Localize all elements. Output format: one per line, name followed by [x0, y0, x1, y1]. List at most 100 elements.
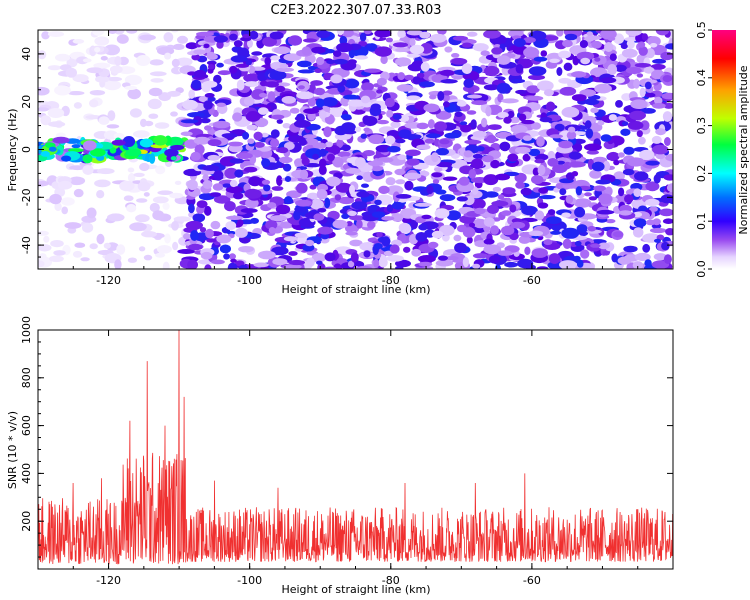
heatmap-cell: [125, 148, 142, 157]
heatmap-cell: [492, 186, 502, 192]
heatmap-cell: [127, 257, 137, 263]
heatmap-cell: [664, 137, 671, 146]
heatmap-cell: [270, 55, 280, 61]
heatmap-cell: [385, 135, 396, 145]
heatmap-cell: [282, 123, 291, 129]
heatmap-cell: [135, 214, 150, 223]
heatmap-cell: [626, 39, 635, 49]
heatmap-cell: [427, 119, 435, 129]
heatmap-cell: [228, 253, 236, 260]
heatmap-cell: [309, 184, 317, 190]
heatmap-cell: [589, 169, 602, 179]
heatmap-cell: [180, 119, 199, 124]
heatmap-cell: [594, 57, 601, 62]
heatmap-cell: [333, 263, 342, 269]
heatmap-cell: [463, 78, 475, 89]
heatmap-cell: [212, 183, 224, 191]
heatmap-cell: [234, 169, 244, 178]
heatmap-cell: [200, 117, 211, 124]
heatmap-cell: [170, 144, 185, 151]
colorbar-tick-label: 0.5: [695, 21, 708, 39]
heatmap-cell: [526, 85, 540, 94]
heatmap-cell: [141, 231, 157, 238]
snr-y-tick-label: 400: [20, 463, 33, 484]
heatmap-cell: [312, 142, 327, 149]
heatmap-cell: [69, 165, 86, 171]
heatmap-cell: [190, 151, 201, 161]
heatmap-cell: [497, 111, 509, 119]
heatmap-cell: [374, 199, 382, 206]
heatmap-cell: [277, 147, 289, 154]
heatmap-cell: [538, 195, 556, 200]
heatmap-cell: [222, 183, 232, 188]
heatmap-cell: [496, 55, 511, 65]
heatmap-cell: [370, 103, 381, 111]
heatmap-cell: [395, 47, 412, 53]
heatmap-cell: [323, 126, 332, 138]
heatmap-cell: [244, 188, 262, 199]
heatmap-cell: [392, 42, 409, 48]
heatmap-cell: [567, 126, 576, 133]
colorbar-tick-label: 0.1: [695, 212, 708, 230]
heatmap-cell: [472, 130, 487, 138]
heatmap-cell: [233, 40, 243, 48]
heatmap-cell: [584, 143, 602, 151]
heatmap-cell: [420, 62, 430, 72]
heatmap-cell: [575, 186, 583, 196]
heatmap-cell: [540, 50, 548, 57]
heatmap-cell: [289, 107, 300, 114]
heatmap-cell: [509, 116, 520, 124]
heatmap-cell: [296, 182, 308, 194]
heatmap-cell: [221, 133, 238, 138]
heatmap-cell: [72, 74, 89, 83]
heatmap-cell: [129, 222, 147, 232]
heatmap-cell: [269, 215, 287, 222]
heatmap-cell: [284, 142, 295, 150]
heatmap-cell: [238, 264, 248, 269]
heatmap-cell: [153, 135, 168, 146]
heatmap-cell: [129, 108, 142, 118]
heatmap-cell: [571, 71, 587, 78]
heatmap-cell: [463, 150, 473, 158]
heatmap-cell: [665, 153, 673, 162]
heatmap-cell: [487, 204, 499, 214]
heatmap-cell: [398, 222, 411, 233]
heatmap-cell: [228, 144, 243, 153]
heatmap-cell: [275, 204, 291, 215]
snr-y-tick-label: 200: [20, 511, 33, 532]
spectrogram-x-tick-label: -80: [382, 274, 400, 287]
heatmap-cell: [434, 208, 450, 219]
heatmap-cell: [604, 42, 614, 52]
heatmap-cell: [243, 166, 258, 173]
heatmap-cell: [61, 155, 72, 162]
heatmap-cell: [349, 215, 366, 221]
heatmap-cell: [82, 222, 94, 233]
heatmap-cell: [645, 219, 656, 226]
heatmap-cell: [100, 56, 108, 61]
heatmap-cell: [243, 73, 260, 83]
heatmap-cell: [172, 43, 185, 51]
heatmap-cell: [547, 209, 556, 216]
heatmap-cell: [150, 144, 169, 149]
heatmap-cell: [376, 157, 394, 163]
heatmap-cell: [639, 149, 655, 161]
heatmap-cell: [639, 87, 646, 98]
heatmap-cell: [96, 233, 105, 245]
heatmap-cell: [462, 257, 470, 268]
heatmap-cell: [270, 129, 280, 139]
heatmap-cell: [340, 114, 352, 120]
heatmap-cell: [211, 259, 225, 265]
heatmap-cell: [350, 252, 359, 263]
heatmap-cell: [470, 119, 477, 129]
heatmap-cell: [520, 187, 532, 196]
heatmap-cell: [472, 186, 479, 195]
heatmap-cell: [65, 67, 78, 78]
heatmap-cell: [367, 221, 376, 229]
heatmap-cell: [561, 227, 580, 239]
heatmap-cell: [453, 234, 462, 242]
spectrogram-x-tick-label: -120: [96, 274, 121, 287]
heatmap-cell: [82, 58, 92, 63]
heatmap-cell: [210, 220, 221, 230]
heatmap-cell: [143, 192, 150, 197]
colorbar-tick-label: 0.2: [695, 165, 708, 183]
